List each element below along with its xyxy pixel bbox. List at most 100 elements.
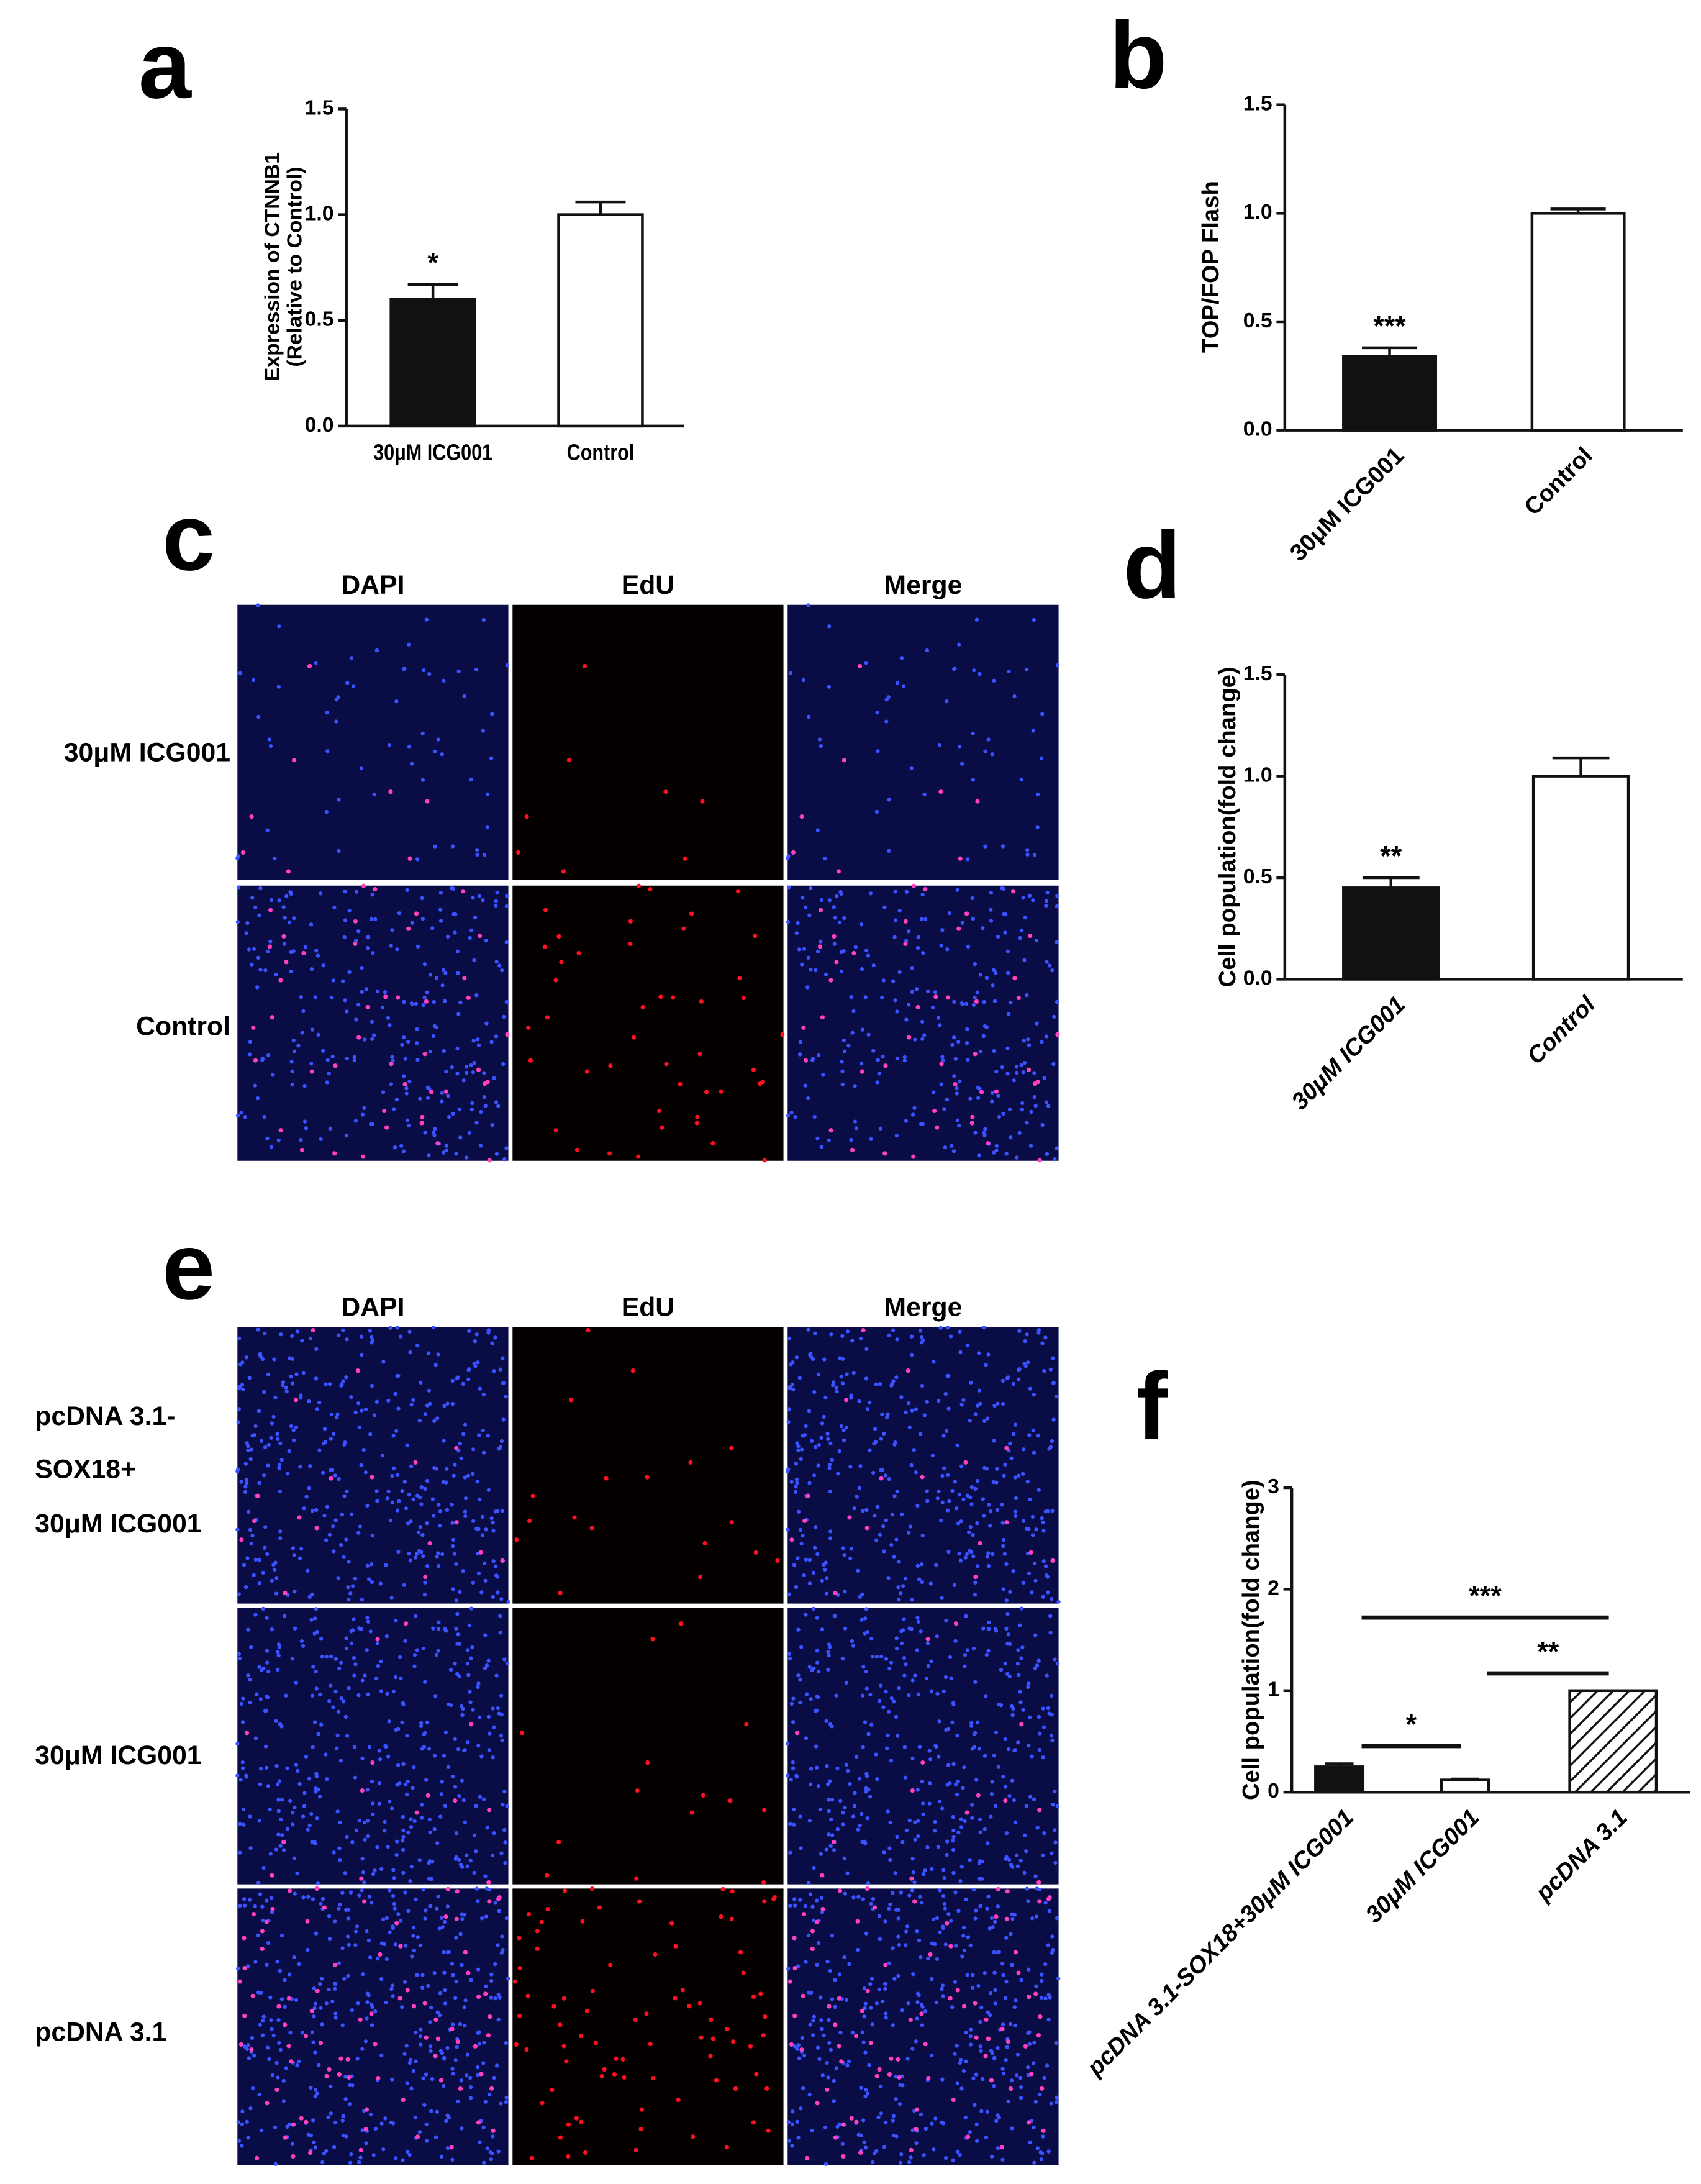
edu-cell	[751, 1994, 756, 2000]
edu-cell	[864, 1886, 870, 1891]
nucleus	[440, 1780, 444, 1784]
nucleus	[489, 1995, 494, 2000]
nucleus	[276, 1138, 281, 1142]
edu-cell	[681, 926, 686, 931]
nucleus	[997, 1114, 1002, 1119]
nucleus	[279, 1332, 283, 1337]
nucleus	[804, 1960, 808, 1964]
nucleus	[380, 1453, 384, 1458]
nucleus	[968, 2042, 973, 2047]
nucleus	[396, 1912, 401, 1916]
nucleus	[465, 1070, 469, 1075]
nucleus	[813, 1331, 817, 1335]
nucleus	[355, 1924, 360, 1929]
nucleus	[961, 1497, 966, 1501]
nucleus	[799, 1645, 804, 1649]
nucleus	[943, 1906, 947, 1911]
nucleus	[971, 1888, 976, 1892]
nucleus	[474, 1121, 479, 1125]
nucleus	[1024, 667, 1029, 672]
edu-cell	[868, 2041, 873, 2045]
nucleus	[1025, 852, 1030, 857]
nucleus	[862, 2140, 866, 2144]
nucleus	[268, 744, 273, 748]
nucleus	[388, 1023, 392, 1027]
nucleus	[948, 1334, 953, 1339]
edu-cell	[833, 2022, 838, 2027]
nucleus	[959, 1865, 964, 1869]
nucleus	[994, 971, 998, 975]
nucleus	[284, 1385, 288, 1390]
nucleus	[454, 1626, 458, 1631]
nucleus	[1005, 949, 1010, 953]
nucleus	[385, 1496, 389, 1501]
nucleus	[237, 1336, 242, 1340]
nucleus	[1042, 2075, 1046, 2080]
nucleus	[428, 1049, 432, 1054]
nucleus	[284, 1390, 289, 1394]
nucleus	[312, 2014, 316, 2019]
nucleus	[409, 1817, 413, 1821]
nucleus	[451, 1775, 455, 1779]
nucleus	[1038, 1731, 1042, 1736]
nucleus	[261, 1473, 266, 1478]
nucleus	[1000, 886, 1004, 891]
nucleus	[289, 1375, 293, 1379]
nucleus	[325, 711, 329, 715]
edu-cell	[1026, 2120, 1032, 2125]
bar	[389, 298, 476, 428]
nucleus	[973, 1131, 978, 1135]
edu-cell	[1027, 933, 1033, 939]
nucleus	[390, 1055, 394, 1059]
nucleus	[816, 1372, 821, 1376]
nucleus	[315, 1630, 320, 1634]
edu-cell	[976, 1793, 981, 1798]
nucleus	[428, 2044, 433, 2049]
nucleus	[492, 2075, 496, 2080]
nucleus	[945, 1852, 949, 1857]
nucleus	[442, 1439, 446, 1443]
nucleus	[959, 1001, 964, 1006]
nucleus	[420, 1803, 424, 1807]
nucleus	[994, 1730, 999, 1735]
nucleus	[879, 2111, 884, 2116]
nucleus	[363, 2039, 368, 2044]
nucleus	[318, 891, 323, 896]
nucleus	[1014, 1998, 1018, 2003]
nucleus	[841, 1822, 845, 1827]
nucleus	[396, 1406, 401, 1411]
nucleus	[1055, 2095, 1059, 2100]
nucleus	[876, 1058, 880, 1062]
nucleus	[345, 1834, 349, 1839]
edu-cell	[650, 1637, 655, 1642]
nucleus	[978, 2020, 982, 2024]
nucleus	[309, 2133, 313, 2137]
edu-cell	[424, 999, 429, 1004]
nucleus	[950, 2005, 955, 2009]
nucleus	[236, 885, 241, 890]
nucleus	[253, 1083, 257, 1088]
nucleus	[386, 1016, 391, 1020]
micrograph-cells	[786, 883, 1060, 1163]
edu-cell	[358, 2147, 363, 2152]
edu-cell	[861, 1327, 866, 1333]
nucleus	[483, 1874, 488, 1878]
nucleus	[840, 1357, 845, 1361]
edu-cell	[905, 1368, 910, 1373]
nucleus	[472, 1060, 476, 1065]
nucleus	[314, 1774, 319, 1778]
nucleus	[250, 962, 254, 967]
edu-cell	[729, 1520, 734, 1525]
nucleus	[397, 1499, 401, 1504]
nucleus	[446, 1094, 450, 1098]
edu-cell	[260, 1929, 265, 1934]
nucleus	[835, 1827, 840, 1831]
nucleus	[440, 752, 444, 757]
nucleus	[451, 1587, 455, 1591]
edu-cell	[561, 1996, 567, 2001]
edu-cell	[948, 1996, 953, 2001]
nucleus	[499, 1693, 504, 1698]
nucleus	[262, 1114, 266, 1119]
nucleus	[944, 1727, 948, 1732]
nucleus	[388, 1799, 392, 1804]
